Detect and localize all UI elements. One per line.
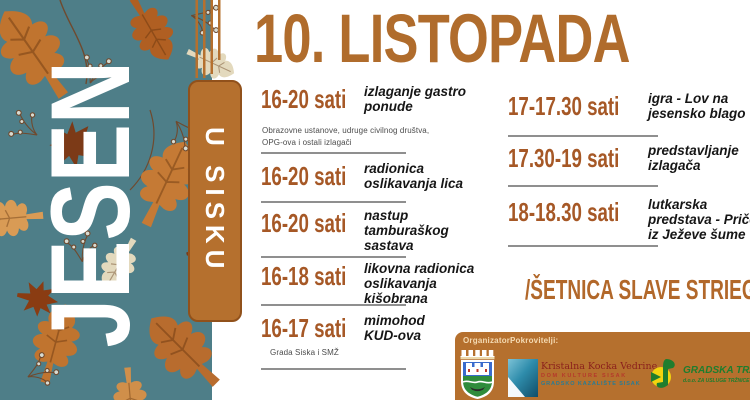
crystal-cube-logo-icon	[508, 359, 538, 397]
event-time: 16-20 sati	[261, 161, 347, 191]
schedule-column-left: 16-20 sati izlaganje gastro ponude Obraz…	[261, 84, 511, 400]
event-time: 16-18 sati	[261, 261, 347, 291]
event-label: igra - Lov na jesensko blago	[648, 91, 746, 122]
event-time: 16-20 sati	[261, 84, 347, 114]
schedule-row: 16-20 sati radionica oslikavanja lica	[261, 161, 464, 192]
divider	[261, 201, 406, 203]
event-note: Obrazovne ustanove, udruge civilnog druš…	[262, 126, 430, 148]
event-label: likovna radionica oslikavanja kišobrana	[364, 261, 475, 307]
divider	[261, 256, 406, 258]
patrons-label: Pokrovitelji:	[510, 336, 559, 345]
schedule-row: 17.30-19 sati predstavljanje izlagača	[508, 143, 739, 174]
theatre-logo-text: Kristalna Kocka Vedrine DOM KULTURE SISA…	[541, 361, 657, 388]
divider	[508, 245, 658, 247]
event-time: 16-20 sati	[261, 208, 347, 238]
event-time: 17.30-19 sati	[508, 143, 620, 173]
divider	[261, 368, 406, 370]
brand-badge: U SISKU	[188, 80, 242, 322]
event-time: 16-17 sati	[261, 313, 347, 343]
autumn-leaves-panel	[0, 0, 242, 400]
market-name: GRADSKA TRŽNICA	[683, 365, 750, 376]
sponsor-strip: Organizator: Pokrovitelji:	[455, 332, 750, 400]
page-title: 10. LISTOPADA	[254, 0, 631, 77]
divider	[261, 152, 406, 154]
event-label: radionica oslikavanja lica	[364, 161, 464, 192]
event-label: mimohod KUD-ova	[364, 313, 425, 344]
schedule-column-right: 17-17.30 sati igra - Lov na jesensko bla…	[508, 91, 750, 400]
footer-location: /ŠETNICA SLAVE STRIEGL	[525, 274, 750, 305]
crystal-cube-triangle	[508, 377, 525, 397]
schedule-row: 18-18.30 sati lutkarska predstava - Prič…	[508, 197, 750, 243]
theatre-name: Kristalna Kocka Vedrine	[541, 361, 658, 372]
market-logo-text: GRADSKA TRŽNICA d.o.o. ZA USLUGE TRŽNICE…	[683, 365, 750, 385]
event-label: lutkarska predstava - Priče iz Ježeve šu…	[648, 197, 750, 243]
autumn-leaves-illustration	[0, 0, 241, 400]
sisak-coat-of-arms-icon	[460, 350, 495, 399]
theatre-line1: DOM KULTURE SISAK	[541, 373, 627, 380]
schedule-row: 16-20 sati izlaganje gastro ponude	[261, 84, 467, 115]
divider	[508, 135, 658, 137]
event-time: 17-17.30 sati	[508, 91, 620, 121]
theatre-line2: GRADSKO KAZALIŠTE SISAK	[541, 381, 641, 388]
event-label: nastup tamburaškog sastava	[364, 208, 449, 254]
event-label: predstavljanje izlagača	[648, 143, 739, 174]
event-time: 18-18.30 sati	[508, 197, 620, 227]
brand-badge-label: U SISKU	[200, 127, 230, 275]
market-subtitle: d.o.o. ZA USLUGE TRŽNICE NA	[683, 378, 750, 384]
divider	[261, 304, 406, 306]
schedule-row: 16-18 sati likovna radionica oslikavanja…	[261, 261, 475, 307]
organizer-label: Organizator:	[463, 336, 513, 345]
market-logo-icon	[651, 359, 675, 388]
schedule-row: 16-17 sati mimohod KUD-ova	[261, 313, 425, 344]
schedule-row: 16-20 sati nastup tamburaškog sastava	[261, 208, 449, 254]
brand-vertical-title: JESEN	[28, 60, 153, 348]
divider	[508, 185, 658, 187]
event-label: izlaganje gastro ponude	[364, 84, 467, 115]
schedule-row: 17-17.30 sati igra - Lov na jesensko bla…	[508, 91, 746, 122]
event-note: Grada Siska i SMŽ	[270, 348, 339, 357]
